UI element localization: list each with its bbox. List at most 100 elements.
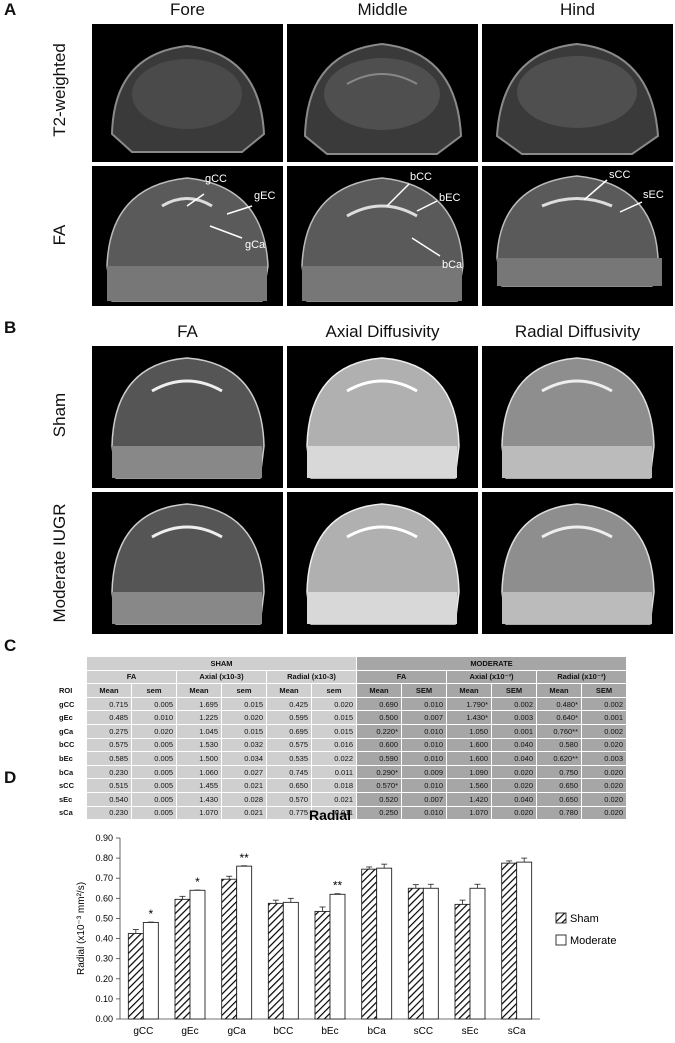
- y-tick-label: 0.70: [95, 873, 113, 883]
- x-tick-label: gEc: [181, 1026, 198, 1037]
- table-cell: 0.007: [401, 792, 447, 807]
- t2-hind-image: [482, 24, 673, 162]
- t2-middle-image: [287, 24, 478, 162]
- table-cell: 0.010: [401, 724, 447, 739]
- table-roi-cell: gCC: [55, 697, 87, 712]
- significance-marker: *: [195, 875, 200, 889]
- table-group-header-moderate: MODERATE: [356, 657, 627, 671]
- x-tick-label: bCa: [367, 1026, 386, 1037]
- table-cell: 0.715: [86, 697, 132, 712]
- table-roi-cell: bEc: [55, 751, 87, 766]
- significance-marker: **: [333, 879, 343, 893]
- table-cell: 0.480*: [536, 697, 582, 712]
- table-corner-cell: [55, 657, 87, 671]
- table-cell: 0.040: [491, 751, 537, 766]
- table-cell: 0.570*: [356, 778, 402, 793]
- table-cell: 0.015: [311, 710, 357, 725]
- table-row: gCC 0.715 0.005 1.695 0.015 0.425 0.020 0.690 0.…: [55, 697, 627, 712]
- table-cell: 0.015: [221, 697, 267, 712]
- table-row: gCa 0.275 0.020 1.045 0.015 0.695 0.015 0.220* 0…: [55, 724, 627, 739]
- annotation-bec: bEC: [439, 192, 460, 204]
- table-cell: 0.540: [86, 792, 132, 807]
- sham-axial-image: [287, 346, 478, 488]
- table-cell: 0.230: [86, 765, 132, 780]
- table-cell: 0.585: [86, 751, 132, 766]
- table-cell: 0.010: [401, 751, 447, 766]
- table-cell: 0.009: [401, 765, 447, 780]
- table-sub-header: SEM: [401, 683, 447, 698]
- table-roi-cell: sEc: [55, 792, 87, 807]
- sham-fa-image: [92, 346, 283, 488]
- panel-label-b: B: [4, 318, 17, 337]
- table-cell: 0.020: [491, 765, 537, 780]
- table-cell: 0.220*: [356, 724, 402, 739]
- table-cell: 0.515: [86, 778, 132, 793]
- table-metric-header: Axial (x10⁻³): [446, 670, 537, 685]
- bar-moderate: [282, 901, 299, 1020]
- row-label-t2-weighted: T2-weighted: [50, 43, 69, 137]
- table-cell: 0.020: [131, 724, 177, 739]
- y-tick-label: 0.90: [95, 833, 113, 843]
- table-cell: 0.500: [356, 710, 402, 725]
- table-cell: 0.520: [356, 792, 402, 807]
- table-cell: 0.020: [581, 792, 627, 807]
- fa-fore-image: gCC gEC gCa: [92, 166, 283, 306]
- bar-moderate: [516, 861, 533, 1020]
- legend-swatch-sham: [555, 912, 567, 924]
- table-cell: 0.230: [86, 806, 132, 821]
- table-cell: 0.010: [401, 778, 447, 793]
- x-tick-label: sEc: [462, 1026, 479, 1037]
- table-metric-header: Radial (x10-3): [266, 670, 357, 685]
- table-sub-header: Mean: [356, 683, 402, 698]
- table-cell: 0.010: [401, 738, 447, 753]
- bar-moderate: [236, 865, 253, 1020]
- table-cell: 0.001: [491, 724, 537, 739]
- table-group-header-sham: SHAM: [86, 657, 357, 671]
- table-cell: 0.021: [221, 806, 267, 821]
- table-metric-header-row: FA Axial (x10-3) Radial (x10-3) FA Axial (x1…: [55, 670, 627, 685]
- y-tick-label: 0.30: [95, 954, 113, 964]
- table-cell: 0.005: [131, 765, 177, 780]
- bar-sham: [314, 910, 331, 1020]
- table-cell: 1.600: [446, 751, 492, 766]
- y-axis-label: Radial (x10⁻³ mm²/s): [76, 882, 87, 975]
- table-row: gEc 0.485 0.010 1.225 0.020 0.595 0.015 0.500 0.…: [55, 710, 627, 725]
- table-cell: 0.020: [581, 765, 627, 780]
- table-cell: 0.028: [221, 792, 267, 807]
- significance-marker: *: [148, 907, 153, 921]
- table-cell: 0.620**: [536, 751, 582, 766]
- table-cell: 0.275: [86, 724, 132, 739]
- column-title-fore: Fore: [170, 0, 205, 19]
- table-cell: 0.020: [311, 697, 357, 712]
- table-cell: 0.695: [266, 724, 312, 739]
- table-cell: 1.560: [446, 778, 492, 793]
- bar-moderate: [469, 887, 486, 1020]
- table-metric-header: FA: [356, 670, 447, 685]
- x-tick-label: bCC: [273, 1026, 293, 1037]
- fa-middle-image: bCC bEC bCa: [287, 166, 478, 306]
- table-cell: 1.420: [446, 792, 492, 807]
- table-cell: 0.001: [581, 710, 627, 725]
- table-sub-header: Mean: [86, 683, 132, 698]
- annotation-sec: sEC: [643, 189, 664, 201]
- y-tick-label: 0.80: [95, 853, 113, 863]
- table-cell: 0.018: [311, 778, 357, 793]
- table-sub-header: sem: [311, 683, 357, 698]
- y-tick-label: 0.10: [95, 994, 113, 1004]
- table-cell: 0.010: [401, 806, 447, 821]
- annotation-bca: bCa: [442, 259, 463, 271]
- significance-marker: **: [239, 851, 249, 865]
- table-cell: 1.790*: [446, 697, 492, 712]
- table-sub-header: Mean: [536, 683, 582, 698]
- table-cell: 1.225: [176, 710, 222, 725]
- table-sub-header: Mean: [176, 683, 222, 698]
- moderate-radial-image: [482, 492, 673, 634]
- x-tick-label: sCa: [508, 1026, 526, 1037]
- x-tick-label: gCa: [227, 1026, 246, 1037]
- y-tick-label: 0.00: [95, 1014, 113, 1024]
- table-cell: 0.745: [266, 765, 312, 780]
- table-cell: 0.005: [131, 751, 177, 766]
- table-cell: 0.020: [491, 778, 537, 793]
- bar-moderate: [189, 889, 206, 1020]
- legend-label-sham: Sham: [570, 913, 599, 925]
